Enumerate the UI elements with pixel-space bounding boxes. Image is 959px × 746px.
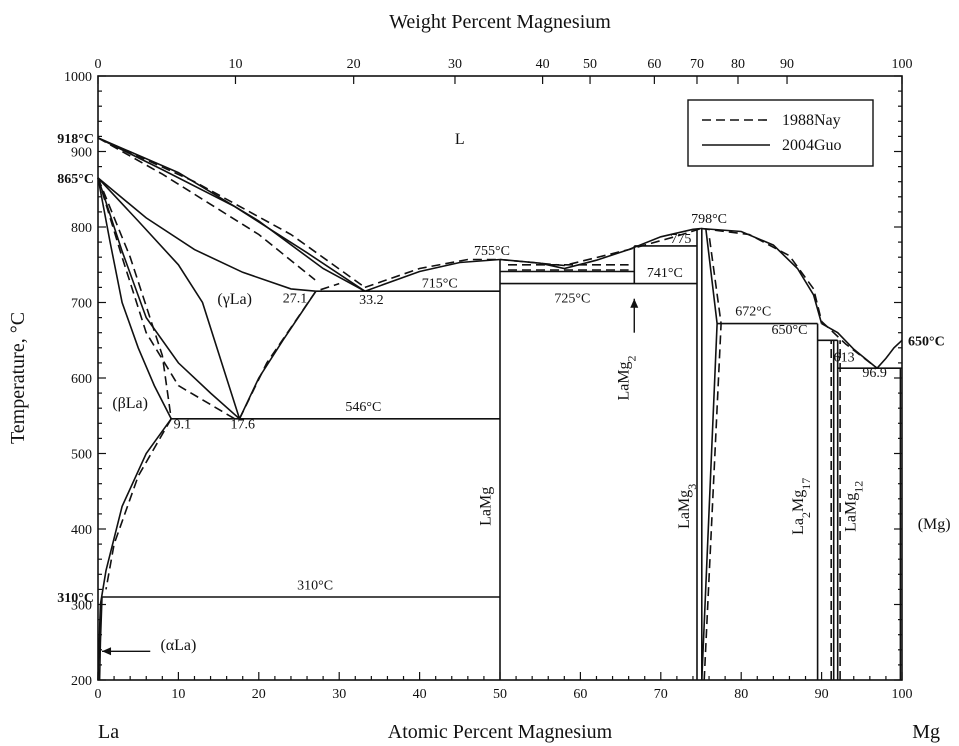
boundary-2004Guo xyxy=(876,339,903,369)
legend: 1988Nay 2004Guo xyxy=(687,99,874,167)
boundary-2004Guo xyxy=(97,177,241,420)
annotation: 725°C xyxy=(554,292,590,307)
x-tick-label: 40 xyxy=(413,687,427,702)
top-tick-label: 90 xyxy=(780,57,794,72)
tick-labels: 0 10 20 30 40 50 60 70 80 90 100200300400500600700… xyxy=(64,57,913,702)
top-tick-label: 70 xyxy=(690,57,704,72)
top-tick-label: 10 xyxy=(228,57,242,72)
annotation: 310°C xyxy=(297,578,333,593)
boundary-1988Nay xyxy=(97,177,172,419)
boundary-1988Nay xyxy=(364,258,500,289)
top-tick-label: 40 xyxy=(536,57,550,72)
top-tick-label: 100 xyxy=(892,57,913,72)
boundary-2004Guo xyxy=(97,418,172,681)
compound-label: LaMg xyxy=(477,487,494,526)
y-tick-label: 1000 xyxy=(64,70,92,85)
annotation: 546°C xyxy=(345,400,381,415)
boundary-2004Guo xyxy=(238,290,317,420)
annotation: 33.2 xyxy=(359,293,384,308)
annotation: 672°C xyxy=(735,304,771,319)
annotation: 96.9 xyxy=(862,366,887,381)
x-axis-label: Atomic Percent Magnesium xyxy=(388,721,613,743)
annotation: 755°C xyxy=(474,244,510,259)
boundary-2004Guo xyxy=(98,596,103,681)
boundary-1988Nay xyxy=(97,177,236,420)
x-tick-label: 100 xyxy=(892,687,913,702)
annotation: (γLa) xyxy=(217,291,252,308)
boundary-1988Nay xyxy=(821,320,878,369)
y-tick-label: 300 xyxy=(71,599,92,614)
phase-boundaries xyxy=(97,137,903,681)
x-tick-label: 80 xyxy=(734,687,748,702)
x-tick-label: 10 xyxy=(171,687,185,702)
boundary-1988Nay xyxy=(238,282,340,420)
boundary-2004Guo xyxy=(700,227,823,324)
boundary-1988Nay xyxy=(499,227,702,267)
annotation: L xyxy=(455,131,465,148)
compound-label: LaMg12 xyxy=(842,481,865,532)
top-tick-label: 30 xyxy=(448,57,462,72)
arrow-head xyxy=(630,298,639,308)
annotation: 650°C xyxy=(771,323,807,338)
x-tick-label: 30 xyxy=(332,687,346,702)
annotation: 310°C xyxy=(57,591,94,606)
annotation: 798°C xyxy=(691,212,727,227)
annotation: 775 xyxy=(670,232,691,247)
boundary-1988Nay xyxy=(97,137,316,281)
y-tick-label: 600 xyxy=(71,372,92,387)
top-tick-label: 80 xyxy=(731,57,745,72)
x-tick-label: 70 xyxy=(654,687,668,702)
annotation: 741°C xyxy=(647,266,683,281)
annotation: 715°C xyxy=(422,276,458,291)
boundary-1988Nay xyxy=(700,227,823,322)
compound-label: LaMg2 xyxy=(616,355,639,400)
annotation: 9.1 xyxy=(174,418,192,433)
annotation: (αLa) xyxy=(160,637,196,654)
boundary-1988Nay xyxy=(97,137,366,289)
boundary-2004Guo xyxy=(97,177,241,420)
chart-title: Weight Percent Magnesium xyxy=(389,11,611,33)
x-tick-label: 0 xyxy=(95,687,102,702)
y-axis-label: Temperature, °C xyxy=(7,312,29,444)
annotation: (βLa) xyxy=(112,395,148,412)
corner-label-right: Mg xyxy=(912,721,940,743)
annotation: 650°C xyxy=(908,334,945,349)
y-tick-label: 700 xyxy=(71,297,92,312)
y-tick-label: 900 xyxy=(71,146,92,161)
annotation: 918°C xyxy=(57,132,94,147)
legend-label-1: 2004Guo xyxy=(782,137,842,154)
top-tick-label: 60 xyxy=(647,57,661,72)
corner-label-left: La xyxy=(98,721,119,743)
annotation: 613 xyxy=(834,350,855,365)
boundary-1988Nay xyxy=(105,418,172,590)
boundary-1988Nay xyxy=(703,234,722,681)
legend-label-0: 1988Nay xyxy=(782,112,841,129)
boundary-2004Guo xyxy=(97,177,316,292)
top-tick-label: 0 xyxy=(95,57,102,72)
y-tick-label: 800 xyxy=(71,221,92,236)
annotation: 865°C xyxy=(57,172,94,187)
x-tick-label: 50 xyxy=(493,687,507,702)
boundary-2004Guo xyxy=(364,258,501,292)
x-tick-label: 60 xyxy=(573,687,587,702)
y-tick-label: 500 xyxy=(71,448,92,463)
compound-label: LaMg3 xyxy=(676,484,699,529)
y-tick-label: 200 xyxy=(71,674,92,689)
x-tick-label: 90 xyxy=(815,687,829,702)
boundary-2004Guo xyxy=(97,137,366,292)
legend-box xyxy=(687,99,874,167)
annotation: 27.1 xyxy=(283,292,308,307)
top-tick-label: 20 xyxy=(347,57,361,72)
x-tick-label: 20 xyxy=(252,687,266,702)
annotation: 17.6 xyxy=(230,418,255,433)
annotations: 918°C 865°C 310°C 650°C L (γLa) (βLa) (αLa) (Mg)… xyxy=(57,131,951,656)
y-tick-label: 400 xyxy=(71,523,92,538)
top-tick-label: 50 xyxy=(583,57,597,72)
boundary-2004Guo xyxy=(97,177,172,420)
annotation: (Mg) xyxy=(918,516,951,533)
compound-label: La2Mg17 xyxy=(790,478,813,535)
arrow-head xyxy=(102,647,112,656)
